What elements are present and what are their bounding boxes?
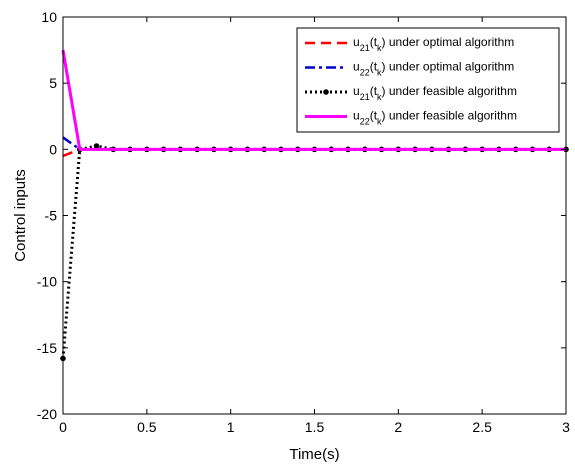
legend-text-part: ) under optimal algorithm: [382, 60, 515, 74]
legend-label-1: u21(tk) under optimal algorithm: [353, 35, 514, 53]
x-tick-label: 0: [59, 419, 67, 435]
legend-text-part: (t: [370, 35, 378, 49]
legend-text-part: u: [353, 84, 360, 98]
legend-marker: [323, 89, 329, 95]
y-axis-label: Control inputs: [12, 169, 29, 262]
legend-text-part: k: [377, 92, 382, 102]
legend-text-part: ) under feasible algorithm: [382, 84, 517, 98]
y-tick-label: 5: [49, 75, 57, 91]
legend-text-part: 21: [360, 92, 370, 102]
legend-text-part: k: [377, 43, 382, 53]
legend-label-4: u22(tk) under feasible algorithm: [353, 109, 517, 127]
series-line-4: [61, 49, 566, 151]
series-layer: [60, 49, 569, 362]
y-tick-label: 10: [41, 9, 57, 25]
y-tick-label: 0: [49, 141, 57, 157]
legend-box: [296, 27, 560, 133]
x-axis-label: Time(s): [289, 446, 339, 463]
x-tick-label: 0.5: [137, 419, 157, 435]
y-tick-label: -5: [45, 208, 58, 224]
legend-text-part: ) under optimal algorithm: [382, 35, 515, 49]
legend-text-part: u: [353, 109, 360, 123]
legend-text-part: ) under feasible algorithm: [382, 109, 517, 123]
y-tick-label: -10: [37, 274, 57, 290]
legend-text-part: 22: [360, 117, 370, 127]
y-tick-label: -20: [37, 406, 57, 422]
legend-text-part: 21: [360, 43, 370, 53]
series-3-point: [93, 143, 100, 149]
axes-layer: 0 0.5 1 1.5 2 2.5 3 10 5 0 -5 -10 -15 -20: [37, 9, 570, 435]
legend-text-part: u: [353, 60, 360, 74]
legend-text-part: (t: [370, 60, 378, 74]
legend-text-part: (t: [370, 109, 378, 123]
legend-text-part: k: [377, 68, 382, 78]
legend-text-part: 22: [360, 68, 370, 78]
legend-label-2: u22(tk) under optimal algorithm: [353, 60, 514, 78]
x-tick-label: 2.5: [472, 419, 492, 435]
x-tick-label: 1: [227, 419, 235, 435]
legend-text-part: (t: [370, 84, 378, 98]
legend-text-part: u: [353, 35, 360, 49]
x-tick-label: 2: [394, 419, 402, 435]
x-tick-label: 3: [562, 419, 570, 435]
legend-text-part: k: [377, 117, 382, 127]
x-tick-label: 1.5: [305, 419, 325, 435]
legend-label-3: u21(tk) under feasible algorithm: [353, 84, 517, 102]
y-tick-label: -15: [37, 340, 57, 356]
